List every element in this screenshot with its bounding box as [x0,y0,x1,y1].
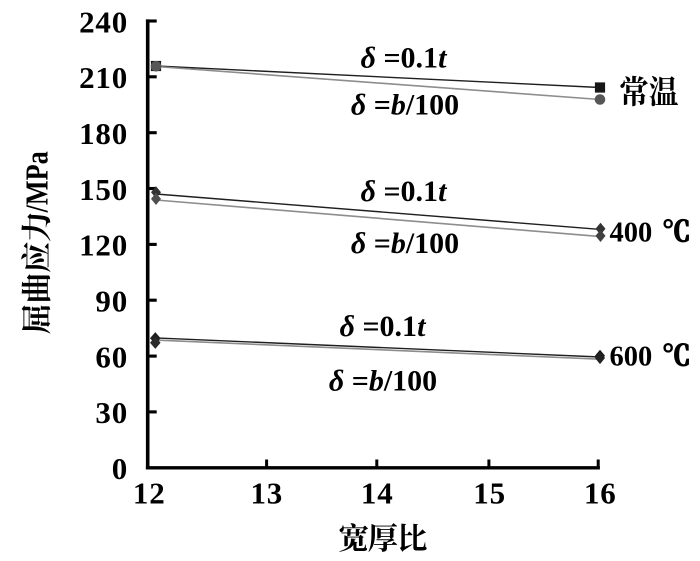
svg-text:180: 180 [79,116,128,151]
svg-text:0: 0 [112,451,128,486]
svg-text:400: 400 [610,217,653,248]
svg-text:30: 30 [95,395,128,430]
svg-text:120: 120 [79,228,128,263]
svg-text:δ =0.1t: δ =0.1t [361,41,448,74]
svg-text:15: 15 [473,476,506,511]
svg-text:600: 600 [610,341,653,372]
svg-text:210: 210 [79,60,128,95]
svg-text:240: 240 [79,4,128,39]
svg-text:δ =b/100: δ =b/100 [351,227,459,260]
svg-text:14: 14 [361,476,394,511]
svg-text:δ =b/100: δ =b/100 [351,89,459,122]
svg-text:δ =b/100: δ =b/100 [329,365,437,398]
svg-text:60: 60 [95,339,128,374]
svg-text:δ =0.1t: δ =0.1t [361,175,448,208]
svg-text:90: 90 [95,284,128,319]
svg-text:16: 16 [584,476,617,511]
svg-text:δ =0.1t: δ =0.1t [340,310,427,343]
svg-text:12: 12 [133,476,166,511]
svg-text:/MPa: /MPa [20,151,55,213]
svg-text:150: 150 [79,172,128,207]
svg-text:13: 13 [250,476,283,511]
